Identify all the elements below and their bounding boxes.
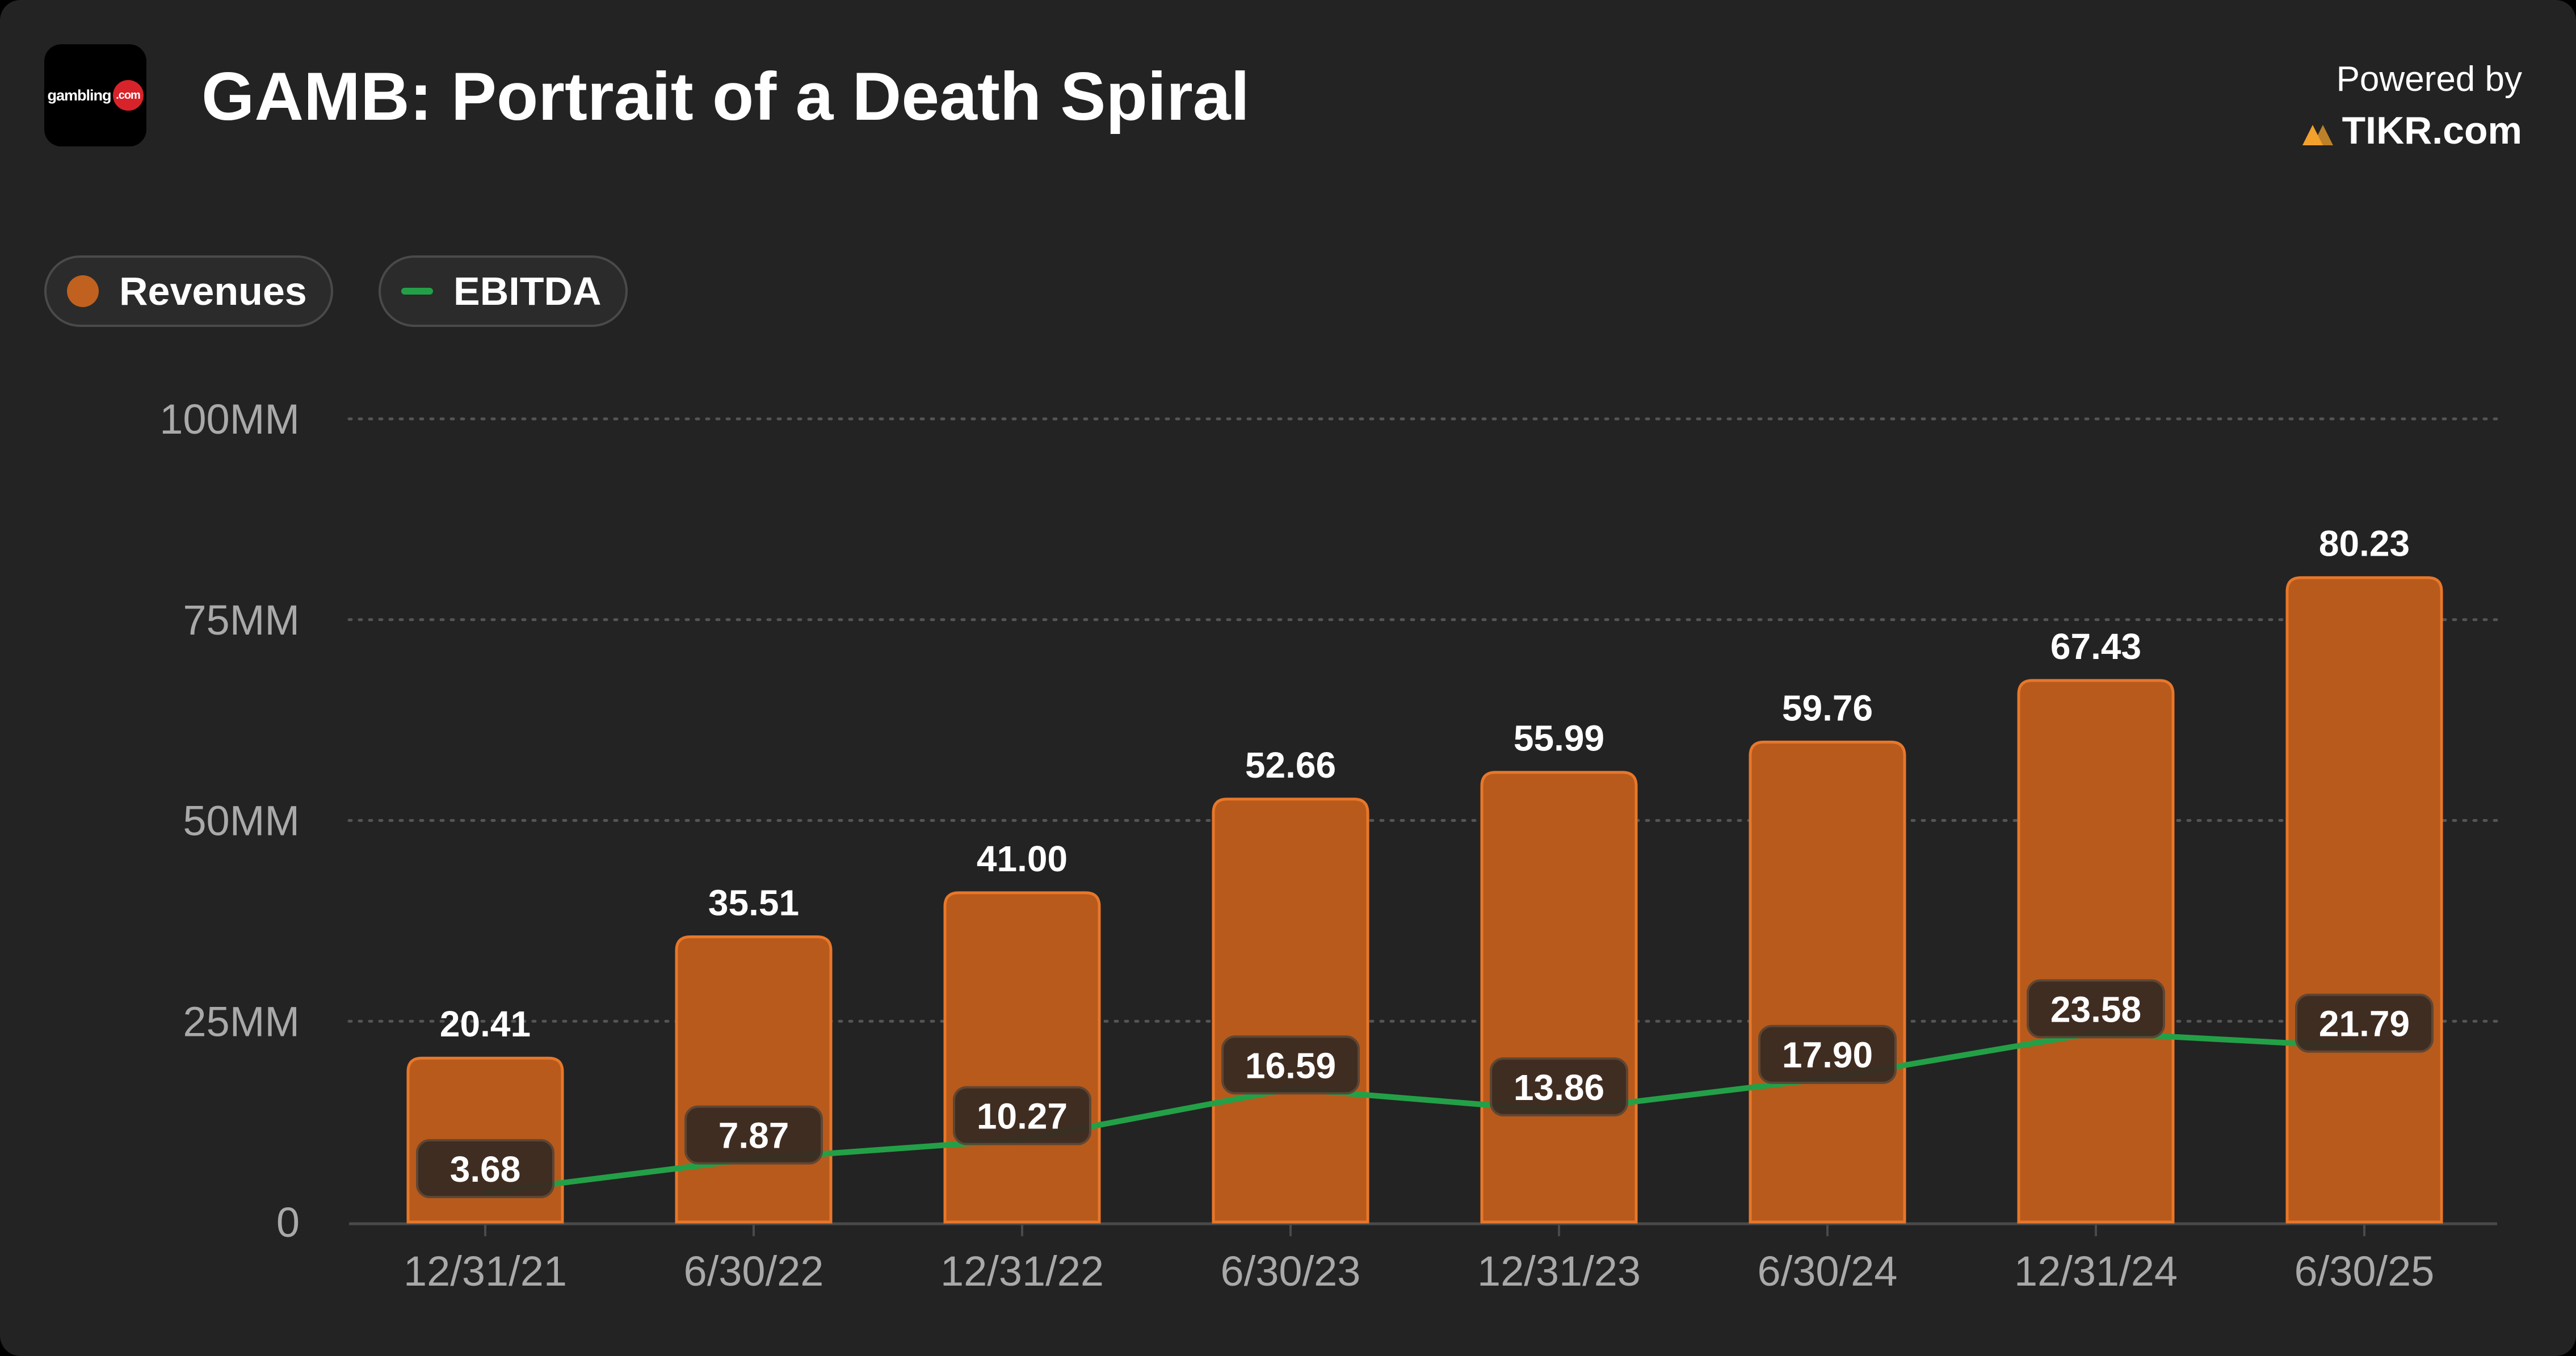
x-tick-label: 12/31/23 [1477, 1248, 1641, 1295]
revenue-data-label: 80.23 [2319, 523, 2410, 564]
legend-ebitda-label: EBITDA [453, 269, 602, 313]
powered-by-label: Powered by [2336, 60, 2522, 99]
y-tick-label: 25MM [183, 998, 300, 1045]
revenues-swatch-icon [67, 275, 99, 307]
legend-item-ebitda[interactable]: EBITDA [379, 255, 628, 327]
revenue-bar [1480, 771, 1638, 1224]
revenue-bar [675, 935, 833, 1224]
ebitda-data-label: 23.58 [2050, 989, 2141, 1030]
ebitda-data-label: 13.86 [1514, 1067, 1604, 1108]
tikr-logo-icon [2302, 125, 2333, 145]
revenue-data-label: 20.41 [440, 1004, 531, 1044]
ebitda-data-label: 17.90 [1782, 1035, 1873, 1076]
revenue-bar [2017, 679, 2175, 1224]
ebitda-label-box [953, 1086, 1091, 1145]
revenue-data-label: 35.51 [708, 883, 799, 923]
revenue-data-label: 55.99 [1514, 718, 1604, 759]
ebitda-data-label: 10.27 [977, 1096, 1068, 1137]
legend-revenues-label: Revenues [119, 269, 307, 313]
ebitda-label-box [1221, 1035, 1360, 1095]
ebitda-label-box [1758, 1025, 1897, 1084]
ebitda-label-box [2027, 979, 2165, 1039]
chart-title: GAMB: Portrait of a Death Spiral [201, 58, 1250, 135]
x-tick-label: 12/31/21 [404, 1248, 567, 1295]
tikr-brand: TIKR.com [2302, 105, 2522, 156]
ebitda-data-label: 16.59 [1245, 1045, 1336, 1086]
x-tick-label: 12/31/22 [940, 1248, 1104, 1295]
ebitda-line-swatch-icon [401, 288, 433, 295]
x-tick-label: 6/30/22 [684, 1248, 824, 1295]
revenue-bar [1749, 740, 1906, 1224]
ebitda-data-label: 3.68 [450, 1149, 521, 1190]
ebitda-data-label: 7.87 [718, 1115, 789, 1156]
revenue-data-label: 52.66 [1245, 745, 1336, 786]
revenue-data-label: 41.00 [977, 838, 1068, 879]
x-tick-label: 12/31/24 [2014, 1248, 2178, 1295]
ebitda-label-box [416, 1139, 554, 1198]
tikr-label: TIKR.com [2342, 109, 2522, 152]
y-tick-label: 50MM [183, 797, 300, 845]
ebitda-label-box [684, 1105, 823, 1165]
x-tick-label: 6/30/23 [1221, 1248, 1361, 1295]
ebitda-label-box [1490, 1057, 1628, 1116]
y-tick-label: 75MM [183, 597, 300, 644]
ebitda-label-box [2295, 993, 2434, 1053]
y-tick-label: 0 [276, 1199, 300, 1246]
revenue-data-label: 59.76 [1782, 687, 1873, 728]
powered-by-badge[interactable]: Powered by TIKR.com [2302, 54, 2522, 156]
revenue-bar [2285, 576, 2443, 1224]
logo-wordmark: gambling .com [48, 80, 144, 111]
revenue-bar [943, 891, 1101, 1224]
x-tick-label: 6/30/24 [1758, 1248, 1898, 1295]
legend-item-revenues[interactable]: Revenues [44, 255, 333, 327]
logo-badge: .com [112, 80, 144, 111]
y-tick-label: 100MM [159, 396, 300, 443]
logo-text: gambling [47, 86, 112, 104]
revenue-data-label: 67.43 [2050, 626, 2141, 667]
revenue-bar [1212, 797, 1369, 1224]
ebitda-data-label: 21.79 [2319, 1004, 2410, 1044]
company-logo: gambling .com [44, 44, 146, 146]
x-tick-label: 6/30/25 [2295, 1248, 2435, 1295]
